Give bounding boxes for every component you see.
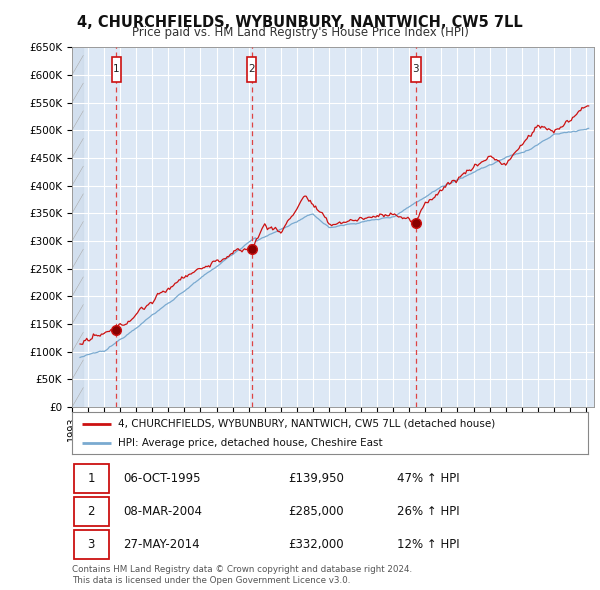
Text: 2: 2 [88,505,95,518]
Text: £332,000: £332,000 [289,538,344,551]
Bar [112,57,121,82]
Text: This data is licensed under the Open Government Licence v3.0.: This data is licensed under the Open Gov… [72,576,350,585]
Text: 12% ↑ HPI: 12% ↑ HPI [397,538,460,551]
Text: 4, CHURCHFIELDS, WYBUNBURY, NANTWICH, CW5 7LL (detached house): 4, CHURCHFIELDS, WYBUNBURY, NANTWICH, CW… [118,419,496,429]
Text: 47% ↑ HPI: 47% ↑ HPI [397,472,460,485]
Text: £285,000: £285,000 [289,505,344,518]
Text: £139,950: £139,950 [289,472,344,485]
Text: Contains HM Land Registry data © Crown copyright and database right 2024.: Contains HM Land Registry data © Crown c… [72,565,412,574]
FancyBboxPatch shape [74,530,109,559]
Text: 3: 3 [88,538,95,551]
Text: 1: 1 [88,472,95,485]
Text: Price paid vs. HM Land Registry's House Price Index (HPI): Price paid vs. HM Land Registry's House … [131,26,469,39]
Text: 2: 2 [248,64,255,74]
Bar [411,57,421,82]
Text: HPI: Average price, detached house, Cheshire East: HPI: Average price, detached house, Ches… [118,438,383,448]
Text: 08-MAR-2004: 08-MAR-2004 [124,505,203,518]
FancyBboxPatch shape [74,497,109,526]
Text: 06-OCT-1995: 06-OCT-1995 [124,472,201,485]
Text: 27-MAY-2014: 27-MAY-2014 [124,538,200,551]
Text: 26% ↑ HPI: 26% ↑ HPI [397,505,460,518]
Bar [247,57,256,82]
Text: 4, CHURCHFIELDS, WYBUNBURY, NANTWICH, CW5 7LL: 4, CHURCHFIELDS, WYBUNBURY, NANTWICH, CW… [77,15,523,30]
FancyBboxPatch shape [74,464,109,493]
Text: 1: 1 [113,64,119,74]
Text: 3: 3 [412,64,419,74]
